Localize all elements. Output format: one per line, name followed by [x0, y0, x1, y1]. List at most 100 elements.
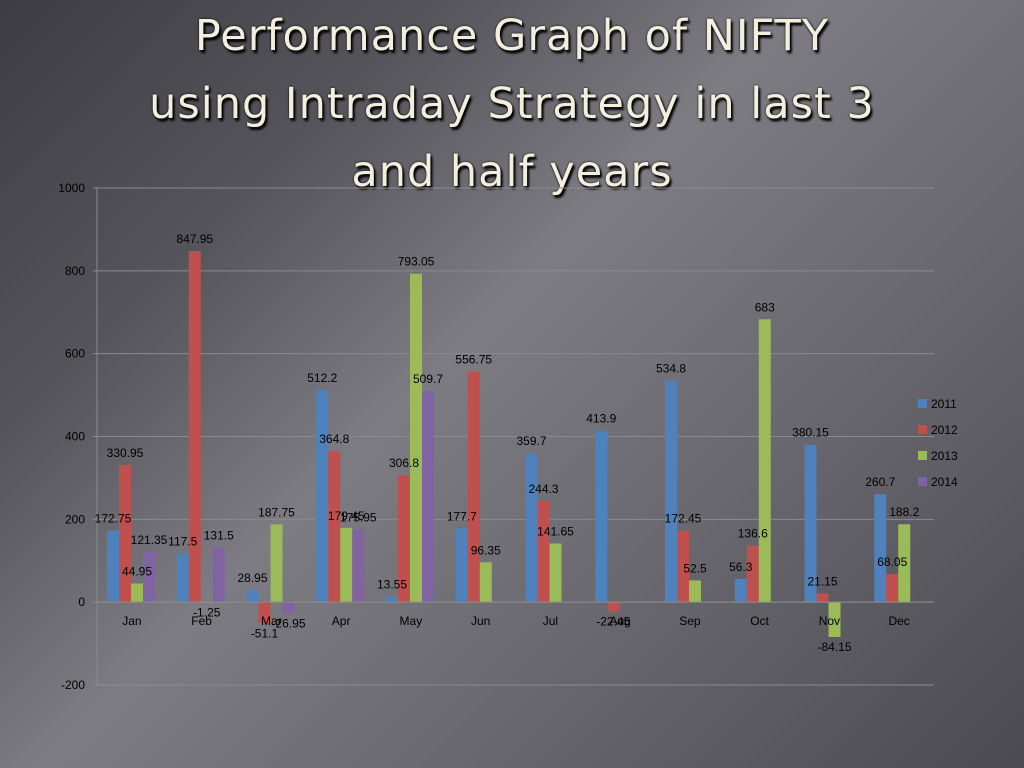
x-tick-label: Jan — [122, 614, 141, 628]
bar — [886, 573, 899, 603]
x-tick-label: Nov — [819, 614, 840, 628]
slide-title: Performance Graph of NIFTY using Intrada… — [0, 2, 1024, 206]
data-label: 179.45 — [328, 509, 365, 523]
data-label: 244.3 — [528, 482, 558, 496]
bar — [549, 543, 562, 603]
bar — [176, 553, 189, 603]
x-tick-label: Dec — [888, 614, 909, 628]
bar — [107, 530, 119, 603]
bar — [689, 580, 701, 603]
bar — [746, 545, 759, 603]
data-label: -84.15 — [817, 640, 851, 654]
data-label: 175.95 — [340, 510, 377, 524]
bar — [143, 551, 155, 603]
x-tick-label: Apr — [332, 614, 351, 628]
bar — [270, 524, 283, 603]
bar — [422, 391, 434, 603]
legend-label: 2014 — [931, 475, 958, 489]
data-label: 56.3 — [729, 560, 753, 574]
data-label: 141.65 — [537, 524, 574, 538]
bar — [316, 390, 329, 603]
data-label: 793.05 — [398, 255, 435, 269]
bar — [595, 430, 608, 603]
slide-title-line-2: using Intraday Strategy in last 3 — [149, 79, 875, 129]
bar — [282, 602, 295, 614]
y-tick-label: 600 — [65, 347, 85, 361]
data-label: 512.2 — [307, 371, 337, 385]
legend-swatch — [918, 399, 927, 408]
data-label: 556.75 — [455, 353, 492, 367]
y-tick-label: 1000 — [58, 181, 85, 195]
bar — [758, 319, 771, 603]
bar — [537, 500, 550, 603]
bar — [328, 451, 341, 603]
data-labels: 172.75 117.5 28.95 512.2 13.55 177.7 359.7 413.… — [95, 232, 920, 654]
y-axis: -200 0 200 400 600 800 1000 — [58, 181, 98, 692]
data-label: 52.5 — [683, 561, 707, 575]
bar — [340, 527, 353, 603]
data-label: 28.95 — [237, 571, 267, 585]
y-tick-label: -200 — [61, 678, 85, 692]
data-label: 413.9 — [586, 412, 616, 426]
data-label: 509.7 — [413, 372, 443, 386]
x-tick-label: Sep — [679, 614, 701, 628]
data-label: 121.35 — [131, 533, 168, 547]
data-label: 187.75 — [258, 505, 295, 519]
bar — [212, 547, 225, 603]
bar — [258, 602, 271, 624]
data-label: 306.8 — [389, 456, 419, 470]
bar — [246, 590, 259, 603]
legend-label: 2012 — [931, 423, 958, 437]
slide-title-line-1: Performance Graph of NIFTY — [194, 11, 830, 61]
bar — [525, 453, 538, 603]
bar — [816, 593, 829, 603]
data-label: 847.95 — [176, 232, 213, 246]
data-label: 683 — [755, 300, 775, 314]
x-tick-label: Mar — [261, 614, 282, 628]
bar — [874, 494, 887, 603]
data-label: 330.95 — [107, 446, 144, 460]
x-tick-label: Oct — [750, 614, 769, 628]
x-tick-label: Aug — [609, 614, 630, 628]
data-label: 44.95 — [122, 565, 152, 579]
bar — [131, 583, 143, 603]
legend-swatch — [918, 477, 927, 486]
y-tick-label: 200 — [65, 512, 85, 526]
data-label: 136.6 — [738, 527, 768, 541]
legend-label: 2013 — [931, 449, 958, 463]
bar — [119, 465, 131, 603]
y-tick-label: 400 — [65, 430, 85, 444]
bar — [898, 524, 911, 603]
bar — [804, 444, 817, 603]
data-label: 188.2 — [889, 505, 919, 519]
bar — [828, 602, 841, 638]
legend-swatch — [918, 451, 927, 460]
data-label: 177.7 — [447, 510, 477, 524]
data-label: -1.25 — [193, 606, 221, 620]
data-label: 364.8 — [319, 432, 349, 446]
y-tick-label: 800 — [65, 264, 85, 278]
data-label: 172.75 — [95, 512, 132, 526]
x-tick-label: May — [400, 614, 423, 628]
data-label: 131.5 — [204, 529, 234, 543]
data-label: 13.55 — [377, 578, 407, 592]
bar — [398, 475, 410, 603]
bar — [188, 250, 201, 603]
data-label: -26.95 — [271, 616, 305, 630]
legend-label: 2011 — [931, 397, 957, 411]
data-label: 172.45 — [665, 512, 702, 526]
data-label: 68.05 — [877, 555, 907, 569]
data-label: 96.35 — [471, 543, 501, 557]
bar — [677, 530, 689, 603]
bar — [734, 578, 747, 603]
bar — [352, 529, 365, 603]
bars — [107, 250, 911, 638]
bar — [467, 371, 480, 603]
bar — [455, 528, 468, 603]
data-label: 359.7 — [516, 434, 546, 448]
bar — [607, 602, 620, 612]
legend-swatch — [918, 425, 927, 434]
data-label: 117.5 — [168, 535, 197, 549]
data-label: 380.15 — [792, 426, 829, 440]
